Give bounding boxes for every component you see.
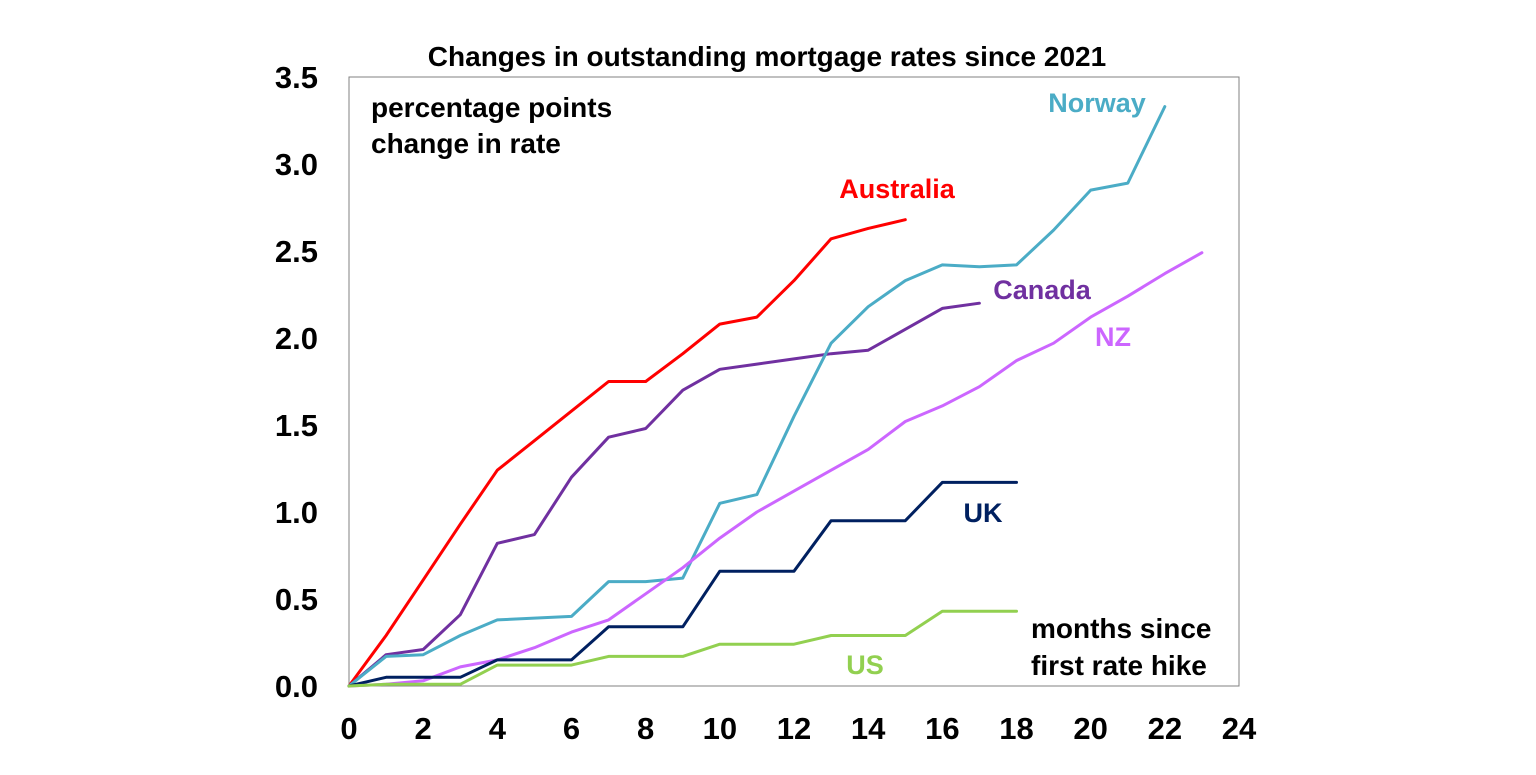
y-unit-annotation-line1: percentage points [371,92,612,123]
x-unit-annotation-line1: months since [1031,613,1211,644]
y-tick-label: 1.5 [275,408,318,443]
x-tick-label: 0 [340,711,357,746]
x-tick-label: 22 [1148,711,1182,746]
x-tick-label: 6 [563,711,580,746]
y-tick-label: 2.5 [275,234,318,269]
series-lines [347,105,1204,688]
series-label-nz: NZ [1095,322,1131,352]
y-axis-tick-labels: 0.0 0.5 1.0 1.5 2.0 2.5 3.0 3.5 [275,60,318,704]
x-tick-label: 2 [415,711,432,746]
x-tick-label: 14 [851,711,886,746]
y-tick-label: 3.0 [275,147,318,182]
x-tick-label: 20 [1073,711,1107,746]
y-unit-annotation-line2: change in rate [371,128,561,159]
x-unit-annotation-line2: first rate hike [1031,650,1207,681]
series-label-norway: Norway [1048,88,1146,118]
series-label-canada: Canada [993,275,1092,305]
x-tick-label: 18 [999,711,1033,746]
y-tick-label: 2.0 [275,321,318,356]
x-tick-label: 10 [703,711,737,746]
x-tick-label: 12 [777,711,811,746]
series-line-canada [347,301,981,688]
series-label-uk: UK [964,498,1003,528]
x-axis-tick-labels: 0 2 4 6 8 10 12 14 16 18 20 22 24 [340,711,1257,746]
y-tick-label: 0.0 [275,669,318,704]
x-tick-label: 24 [1222,711,1257,746]
y-tick-label: 0.5 [275,582,318,617]
series-label-australia: Australia [839,174,956,204]
x-tick-label: 8 [637,711,654,746]
plot-area-frame [348,76,1240,687]
series-label-us: US [846,650,884,680]
x-tick-label: 16 [925,711,959,746]
chart-title: Changes in outstanding mortgage rates si… [428,41,1106,72]
series-line-australia [347,218,907,688]
x-tick-label: 4 [489,711,507,746]
series-line-nz [347,251,1204,688]
series-line-norway [347,105,1167,688]
series-line-uk [347,480,1018,688]
series-labels: Australia Canada Norway NZ UK US [839,88,1146,680]
y-tick-label: 1.0 [275,495,318,530]
series-line-us [347,609,1018,688]
y-tick-label: 3.5 [275,60,318,95]
